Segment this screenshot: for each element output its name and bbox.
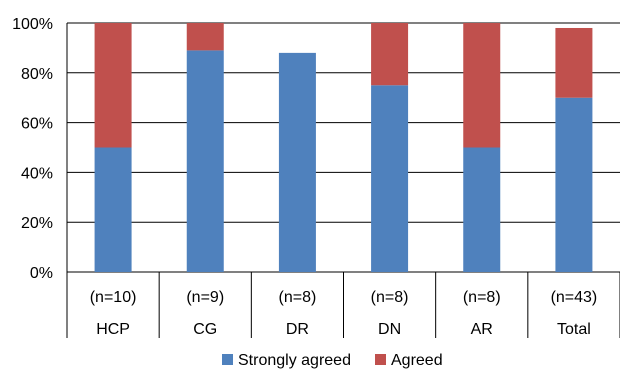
category-name-label: DN <box>378 321 401 338</box>
category-count-label: (n=10) <box>90 289 137 306</box>
bar-agreed <box>186 23 224 51</box>
legend-swatch <box>375 354 386 365</box>
bar-agreed <box>371 23 409 86</box>
category-count-label: (n=43) <box>551 289 598 306</box>
y-tick-label: 40% <box>21 165 53 182</box>
y-tick-label: 80% <box>21 66 53 83</box>
bar-strongly-agreed <box>278 52 316 272</box>
x-axis-categories: (n=10) HCP (n=9) CG (n=8) DR (n=8) DN (n=8) AR (n=… <box>90 289 598 338</box>
bar-strongly-agreed <box>463 147 501 272</box>
category-count-label: (n=8) <box>279 289 317 306</box>
y-tick-label: 100% <box>12 16 53 33</box>
legend-swatch <box>222 354 233 365</box>
category-name-label: HCP <box>96 321 130 338</box>
category-name-label: Total <box>557 321 591 338</box>
y-tick-label: 20% <box>21 215 53 232</box>
bar-agreed <box>463 23 501 148</box>
bar-agreed <box>94 23 132 148</box>
bar-strongly-agreed <box>186 50 224 272</box>
category-count-label: (n=9) <box>186 289 224 306</box>
bar-strongly-agreed <box>555 97 593 272</box>
y-axis-ticks: 0% 20% 40% 60% 80% 100% <box>12 16 53 282</box>
bar-strongly-agreed <box>94 147 132 272</box>
gridlines <box>66 22 620 338</box>
bar-strongly-agreed <box>371 85 409 272</box>
category-count-label: (n=8) <box>371 289 409 306</box>
y-tick-label: 0% <box>30 265 53 282</box>
bar-agreed <box>555 27 593 98</box>
bars <box>94 23 593 272</box>
y-tick-label: 60% <box>21 116 53 133</box>
legend: Strongly agreed Agreed <box>222 352 443 369</box>
legend-label: Agreed <box>391 352 443 369</box>
category-count-label: (n=8) <box>463 289 501 306</box>
category-name-label: DR <box>286 321 309 338</box>
category-name-label: CG <box>193 321 217 338</box>
legend-label: Strongly agreed <box>238 352 351 369</box>
category-name-label: AR <box>471 321 493 338</box>
